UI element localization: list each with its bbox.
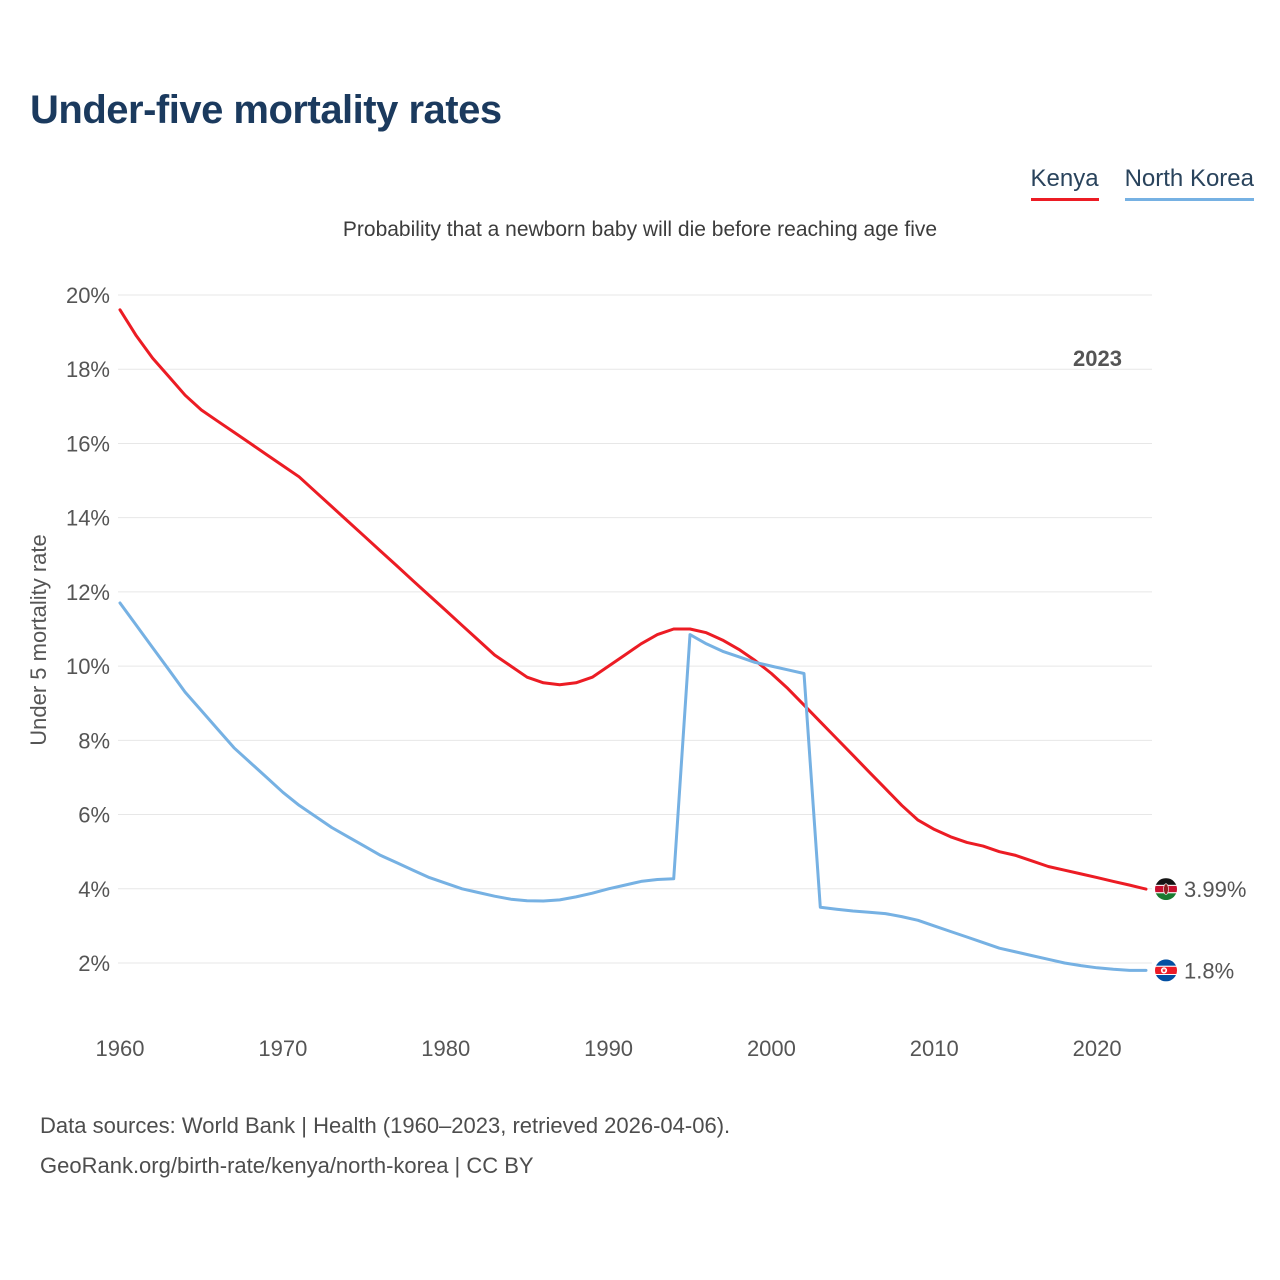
legend-item-kenya[interactable]: Kenya <box>1030 165 1099 201</box>
footer: Data sources: World Bank | Health (1960–… <box>40 1106 730 1186</box>
kenya-flag-icon <box>1155 878 1177 901</box>
y-tick-label: 14% <box>66 506 110 531</box>
y-tick-label: 10% <box>66 654 110 679</box>
x-tick-label: 1990 <box>584 1036 633 1061</box>
kenya-end-value-label: 3.99% <box>1184 877 1246 902</box>
legend: Kenya North Korea <box>1030 165 1254 201</box>
y-tick-label: 12% <box>66 580 110 605</box>
y-tick-label: 8% <box>78 728 110 753</box>
north-korea-flag-icon <box>1155 959 1177 982</box>
x-tick-label: 2010 <box>910 1036 959 1061</box>
y-tick-label: 16% <box>66 431 110 456</box>
y-tick-label: 18% <box>66 357 110 382</box>
north-korea-end-value-label: 1.8% <box>1184 958 1234 983</box>
page-title: Under-five mortality rates <box>30 88 502 132</box>
x-tick-label: 1970 <box>258 1036 307 1061</box>
y-tick-label: 20% <box>66 283 110 308</box>
grid-layer <box>118 294 1152 964</box>
legend-item-north-korea[interactable]: North Korea <box>1124 165 1254 201</box>
x-tick-label: 1980 <box>421 1036 470 1061</box>
x-tick-label: 2000 <box>747 1036 796 1061</box>
series-line-north-korea[interactable] <box>118 601 1148 972</box>
y-axis-title: Under 5 mortality rate <box>26 534 51 746</box>
chart-subtitle: Probability that a newborn baby will die… <box>342 218 938 241</box>
x-tick-label: 2020 <box>1073 1036 1122 1061</box>
y-tick-label: 6% <box>78 803 110 828</box>
y-tick-label: 4% <box>78 877 110 902</box>
data-sources-line: Data sources: World Bank | Health (1960–… <box>40 1113 731 1138</box>
attribution-line: GeoRank.org/birth-rate/kenya/north-korea… <box>40 1153 534 1178</box>
tick-layer: 2% 4% 6% 8% 10% 12% 14% 16% 18% 20% 1960 1970 1980 19… <box>66 283 1122 1061</box>
series-layer <box>118 308 1148 972</box>
y-tick-label: 2% <box>78 951 110 976</box>
x-tick-label: 1960 <box>96 1036 145 1061</box>
mortality-chart: 2023 2% 4% 6% 8% 10% 12% 14% 16% 18% 20% 1960 1970 1… <box>26 283 1246 1061</box>
series-line-kenya[interactable] <box>118 308 1148 891</box>
year-watermark: 2023 <box>1073 346 1122 371</box>
